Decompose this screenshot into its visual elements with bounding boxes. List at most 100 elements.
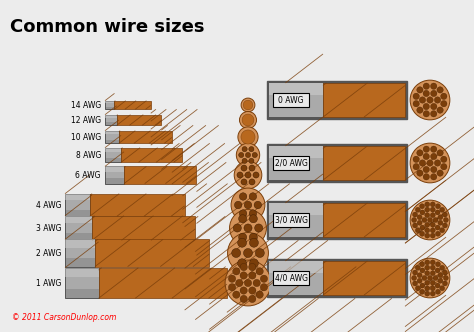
- Circle shape: [244, 279, 252, 287]
- Circle shape: [260, 275, 268, 283]
- Circle shape: [438, 215, 443, 220]
- Circle shape: [420, 225, 425, 230]
- Circle shape: [412, 270, 418, 275]
- Circle shape: [419, 97, 426, 103]
- Circle shape: [415, 207, 420, 212]
- Circle shape: [241, 165, 247, 171]
- Text: © 2011 CarsonDunlop.com: © 2011 CarsonDunlop.com: [12, 313, 117, 322]
- Bar: [65, 194, 90, 216]
- Bar: [105, 122, 117, 125]
- Circle shape: [420, 268, 425, 273]
- Circle shape: [428, 217, 432, 222]
- Text: Common wire sizes: Common wire sizes: [10, 18, 204, 36]
- Circle shape: [417, 273, 422, 278]
- Circle shape: [413, 93, 419, 100]
- Bar: [269, 203, 323, 215]
- Text: 8 AWG: 8 AWG: [76, 150, 101, 159]
- Circle shape: [252, 152, 257, 158]
- Text: 14 AWG: 14 AWG: [71, 101, 101, 110]
- Bar: [323, 261, 405, 295]
- Bar: [105, 158, 121, 162]
- Circle shape: [441, 101, 447, 107]
- Circle shape: [423, 146, 429, 152]
- Circle shape: [425, 280, 430, 285]
- Circle shape: [435, 283, 440, 288]
- Circle shape: [249, 210, 256, 217]
- Circle shape: [228, 233, 268, 274]
- Text: 1 AWG: 1 AWG: [36, 279, 61, 288]
- Circle shape: [438, 278, 443, 283]
- Text: 10 AWG: 10 AWG: [71, 132, 101, 141]
- Circle shape: [231, 188, 265, 222]
- Circle shape: [419, 204, 425, 209]
- Circle shape: [437, 107, 443, 113]
- Circle shape: [417, 278, 422, 283]
- Circle shape: [425, 265, 430, 270]
- Circle shape: [241, 130, 255, 144]
- Circle shape: [242, 146, 247, 152]
- Circle shape: [260, 284, 268, 291]
- Circle shape: [413, 101, 419, 107]
- Text: 3/0 AWG: 3/0 AWG: [275, 215, 308, 224]
- Circle shape: [412, 281, 418, 286]
- Bar: [105, 115, 117, 118]
- Circle shape: [425, 271, 430, 276]
- Circle shape: [425, 202, 430, 207]
- Circle shape: [240, 263, 247, 271]
- Circle shape: [235, 201, 242, 209]
- Circle shape: [233, 268, 240, 275]
- Bar: [65, 239, 95, 248]
- Bar: [65, 216, 92, 223]
- Circle shape: [239, 112, 256, 128]
- Circle shape: [256, 291, 264, 298]
- Bar: [105, 101, 115, 103]
- Circle shape: [430, 207, 435, 212]
- Circle shape: [249, 272, 256, 279]
- Circle shape: [238, 152, 244, 158]
- FancyBboxPatch shape: [273, 93, 310, 107]
- Bar: [105, 139, 119, 143]
- Circle shape: [436, 262, 440, 267]
- Circle shape: [425, 260, 430, 265]
- Circle shape: [423, 111, 429, 117]
- Circle shape: [253, 172, 259, 178]
- Circle shape: [438, 273, 443, 278]
- Circle shape: [430, 174, 437, 180]
- Circle shape: [437, 170, 443, 176]
- Circle shape: [236, 279, 243, 287]
- Circle shape: [430, 280, 435, 285]
- Circle shape: [238, 127, 258, 147]
- Circle shape: [415, 265, 420, 270]
- Circle shape: [249, 259, 258, 268]
- Bar: [269, 203, 323, 237]
- Circle shape: [228, 275, 236, 283]
- Circle shape: [240, 287, 247, 294]
- Circle shape: [415, 228, 420, 233]
- Circle shape: [425, 207, 430, 212]
- Circle shape: [440, 228, 445, 233]
- Circle shape: [430, 233, 435, 238]
- Bar: [119, 131, 172, 143]
- Bar: [105, 115, 117, 125]
- Bar: [269, 146, 323, 180]
- Circle shape: [430, 90, 437, 97]
- Circle shape: [244, 224, 252, 232]
- Circle shape: [237, 143, 260, 167]
- Circle shape: [440, 286, 445, 291]
- Text: 6 AWG: 6 AWG: [75, 171, 101, 180]
- Circle shape: [423, 174, 429, 180]
- Circle shape: [443, 276, 448, 281]
- Bar: [105, 148, 121, 162]
- Bar: [121, 148, 182, 162]
- Circle shape: [249, 193, 256, 200]
- Circle shape: [430, 83, 437, 89]
- Circle shape: [430, 146, 437, 152]
- Circle shape: [427, 160, 433, 166]
- Circle shape: [238, 233, 246, 241]
- Circle shape: [411, 276, 417, 281]
- Circle shape: [440, 265, 445, 270]
- Bar: [105, 131, 119, 134]
- Circle shape: [239, 210, 247, 217]
- Circle shape: [413, 164, 419, 170]
- Circle shape: [249, 233, 257, 241]
